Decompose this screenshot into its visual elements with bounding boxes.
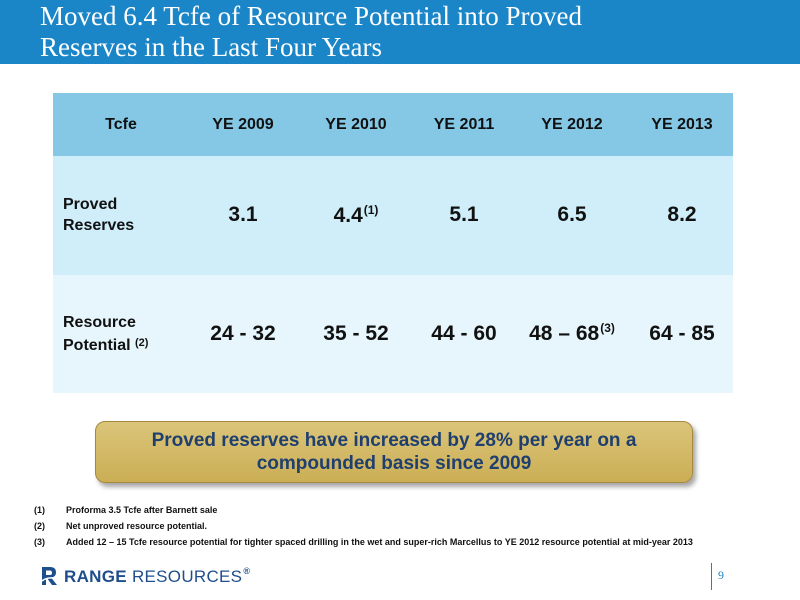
- cell-resource-ye-2010: 35 - 52: [323, 321, 389, 345]
- cell-resource-ye-2013: 64 - 85: [649, 321, 715, 345]
- footnote-ref-2: (2): [135, 336, 149, 349]
- company-logo: RANGE RESOURCES®: [40, 564, 250, 588]
- footnotes: (1) Proforma 3.5 Tcfe after Barnett sale…: [34, 502, 784, 550]
- cell-resource-ye-2009: 24 - 32: [210, 321, 276, 345]
- footnote-ref-3: (3): [600, 321, 615, 336]
- footnote-1: (1) Proforma 3.5 Tcfe after Barnett sale: [34, 502, 784, 518]
- cell-proved-ye-2011: 5.1: [449, 203, 479, 227]
- cell-proved-ye-2012: 6.5: [557, 203, 587, 227]
- footnote-2: (2) Net unproved resource potential.: [34, 518, 784, 534]
- header-ye-2011: YE 2011: [433, 115, 495, 133]
- header-unit: Tcfe: [105, 115, 137, 133]
- cell-resource-ye-2012: 48 – 68(3): [529, 321, 615, 346]
- table-header-row: Tcfe YE 2009 YE 2010 YE 2011 YE 2012 YE …: [53, 93, 733, 156]
- logo-wordmark: RANGE RESOURCES®: [64, 565, 251, 586]
- page-number-divider: [711, 563, 712, 590]
- page-number: 9: [718, 568, 724, 582]
- header-ye-2013: YE 2013: [651, 115, 713, 133]
- footnote-text: Net unproved resource potential.: [66, 521, 208, 531]
- footnote-number: (1): [34, 505, 45, 515]
- footnote-number: (3): [34, 537, 45, 547]
- slide-title-line-1: Moved 6.4 Tcfe of Resource Potential int…: [40, 1, 583, 31]
- header-ye-2012: YE 2012: [541, 115, 603, 133]
- cell-resource-ye-2011: 44 - 60: [431, 321, 497, 345]
- callout-box: Proved reserves have increased by 28% pe…: [95, 421, 693, 483]
- header-ye-2009: YE 2009: [212, 115, 274, 133]
- header-ye-2010: YE 2010: [325, 115, 387, 133]
- slide-title-line-2: Reserves in the Last Four Years: [40, 32, 382, 62]
- footnote-ref-1: (1): [363, 202, 379, 217]
- footnote-number: (2): [34, 521, 45, 531]
- reserves-table: Tcfe YE 2009 YE 2010 YE 2011 YE 2012 YE …: [53, 93, 733, 393]
- table-row-proved-reserves: Proved Reserves 3.1 4.4(1) 5.1 6.5 8.2: [53, 156, 733, 275]
- table-row-resource-potential: Resource Potential (2) 24 - 32 35 - 52 4…: [53, 274, 733, 393]
- title-bar: Moved 6.4 Tcfe of Resource Potential int…: [0, 0, 800, 64]
- footnote-3: (3) Added 12 – 15 Tcfe resource potentia…: [34, 534, 784, 550]
- footnote-text: Proforma 3.5 Tcfe after Barnett sale: [66, 505, 218, 515]
- callout-text: Proved reserves have increased by 28% pe…: [151, 430, 637, 474]
- cell-proved-ye-2010: 4.4(1): [333, 202, 379, 227]
- cell-proved-ye-2009: 3.1: [228, 203, 258, 227]
- row-label-proved-reserves: Proved Reserves: [63, 196, 135, 235]
- row-label-resource-potential: Resource Potential (2): [63, 313, 149, 354]
- cell-proved-ye-2013: 8.2: [667, 203, 697, 227]
- footnote-text: Added 12 – 15 Tcfe resource potential fo…: [66, 537, 693, 547]
- range-resources-logo-icon: [41, 567, 59, 585]
